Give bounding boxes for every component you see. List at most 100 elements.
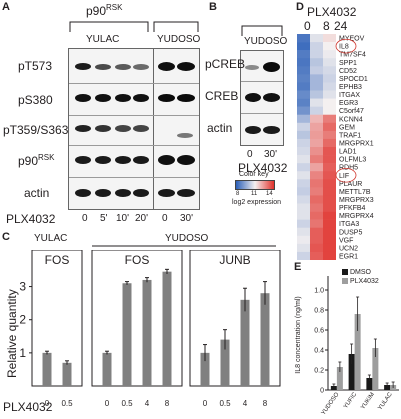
heatmap-cell — [310, 163, 323, 172]
gene-label: IL8 — [339, 44, 349, 51]
gene-label: GEM — [339, 124, 355, 131]
heatmap-cell — [310, 251, 323, 260]
heatmap-cell — [310, 195, 323, 204]
heatmap-cell — [297, 138, 310, 148]
heatmap-cell — [323, 114, 336, 124]
heatmap-cell — [323, 138, 336, 148]
bar — [336, 367, 343, 390]
bar — [162, 271, 172, 386]
heatmap-cell — [310, 98, 323, 107]
blot-band — [115, 64, 131, 70]
legend-label: DMSO — [350, 269, 372, 276]
colorkey-tick: 11 — [251, 191, 258, 197]
blot-band — [95, 125, 111, 132]
bar — [62, 362, 72, 386]
heatmap-cell — [297, 219, 310, 229]
gene-label: TM7SF4 — [339, 52, 366, 59]
heatmap-cell — [297, 98, 310, 107]
heatmap-cell — [323, 227, 336, 237]
panel-a-row-pt573: pT573 — [18, 59, 53, 73]
heatmap-cell — [323, 130, 336, 140]
blot-band — [95, 64, 111, 70]
blot-band — [75, 125, 91, 132]
panel-a-row-ps380: pS380 — [18, 93, 53, 107]
bar — [260, 293, 270, 386]
subplot-frame — [189, 250, 281, 387]
gene-label: MRGPRX1 — [339, 141, 374, 148]
heatmap-cell — [310, 130, 323, 140]
blot-band — [133, 64, 149, 70]
heatmap-cell — [310, 203, 323, 212]
heatmap-cell — [297, 211, 310, 220]
colorkey-bar — [235, 180, 275, 190]
x-tick-label: 8 — [263, 399, 268, 408]
blot-band — [177, 133, 193, 138]
colorkey-tick: 8 — [236, 191, 240, 197]
panel-b-row-creb: CREB — [205, 89, 239, 103]
panel-d-letter: D — [296, 1, 304, 13]
bar — [372, 348, 379, 390]
x-tick-label: YUKIM — [360, 392, 376, 411]
panel-a-row-p90rsk: p90RSK — [18, 153, 55, 168]
bar — [240, 299, 250, 386]
panel-b-letter: B — [209, 1, 217, 13]
heatmap-cell — [323, 50, 336, 59]
heatmap-cell — [323, 251, 336, 260]
bar — [122, 283, 132, 386]
blot-band — [263, 126, 280, 134]
gene-label: EGR1 — [339, 254, 358, 261]
gene-label: MYEOV — [339, 36, 365, 43]
bar — [354, 314, 361, 390]
heatmap-cell — [310, 179, 323, 188]
heatmap-cell — [310, 187, 323, 196]
panel-d-col-label: 24 — [334, 19, 348, 33]
gene-label: LAD1 — [339, 149, 357, 156]
subplot-frame — [31, 250, 83, 387]
blot-band — [75, 94, 91, 102]
heatmap-cell — [297, 34, 310, 43]
blot-band — [133, 189, 149, 197]
x-tick-label: 4 — [145, 399, 150, 408]
heatmap-cell — [323, 90, 336, 99]
heatmap-cell — [323, 147, 336, 156]
heatmap-cell — [297, 203, 310, 212]
subplot-title: FOS — [125, 253, 150, 267]
heatmap-cell — [323, 187, 336, 196]
panel-e-letter: E — [294, 261, 302, 273]
blot-band — [245, 126, 261, 134]
x-tick-label: YUDOSO — [321, 391, 341, 416]
panel-c-group-line — [92, 245, 276, 247]
heatmap-cell — [297, 195, 310, 204]
heatmap-cell — [323, 58, 336, 67]
bar — [348, 354, 355, 390]
gene-label: ITGAX — [339, 92, 360, 99]
x-tick-label: YUFIC — [343, 391, 359, 410]
gene-label: CD52 — [339, 68, 357, 75]
panel-a-group-brackets — [69, 21, 199, 32]
x-tick-label: 0.5 — [121, 399, 133, 408]
heatmap-cell — [323, 243, 336, 253]
blot-band — [158, 94, 175, 102]
heatmap-cell — [297, 235, 310, 245]
gene-label: EPHB3 — [339, 84, 362, 91]
y-tick-label: 0 — [320, 388, 324, 395]
x-tick-label: 4 — [243, 399, 248, 408]
heatmap-cell — [297, 163, 310, 172]
gene-label: DUSP5 — [339, 229, 362, 236]
panel-a-treatment: PLX4032 — [6, 212, 56, 226]
panel-e-chart: 0 0.2 0.4 0.6 0.8 1.0 IL8 concentration (ng/ml… — [295, 269, 399, 416]
y-tick-label: 0.2 — [314, 368, 324, 375]
panel-b-lane-label: 30' — [264, 149, 278, 160]
heatmap-cell — [323, 98, 336, 107]
gene-label: VGF — [339, 237, 353, 244]
bar — [42, 352, 52, 386]
panel-c-treatment: PLX4032 — [3, 400, 53, 414]
gene-label: PFKFB4 — [339, 205, 366, 212]
bar — [220, 339, 230, 386]
heatmap-cell — [310, 34, 323, 43]
bar — [142, 279, 152, 386]
panel-a-blot — [68, 48, 200, 210]
bar — [200, 352, 210, 386]
heatmap-cell — [323, 34, 336, 43]
heatmap-cell — [310, 50, 323, 59]
